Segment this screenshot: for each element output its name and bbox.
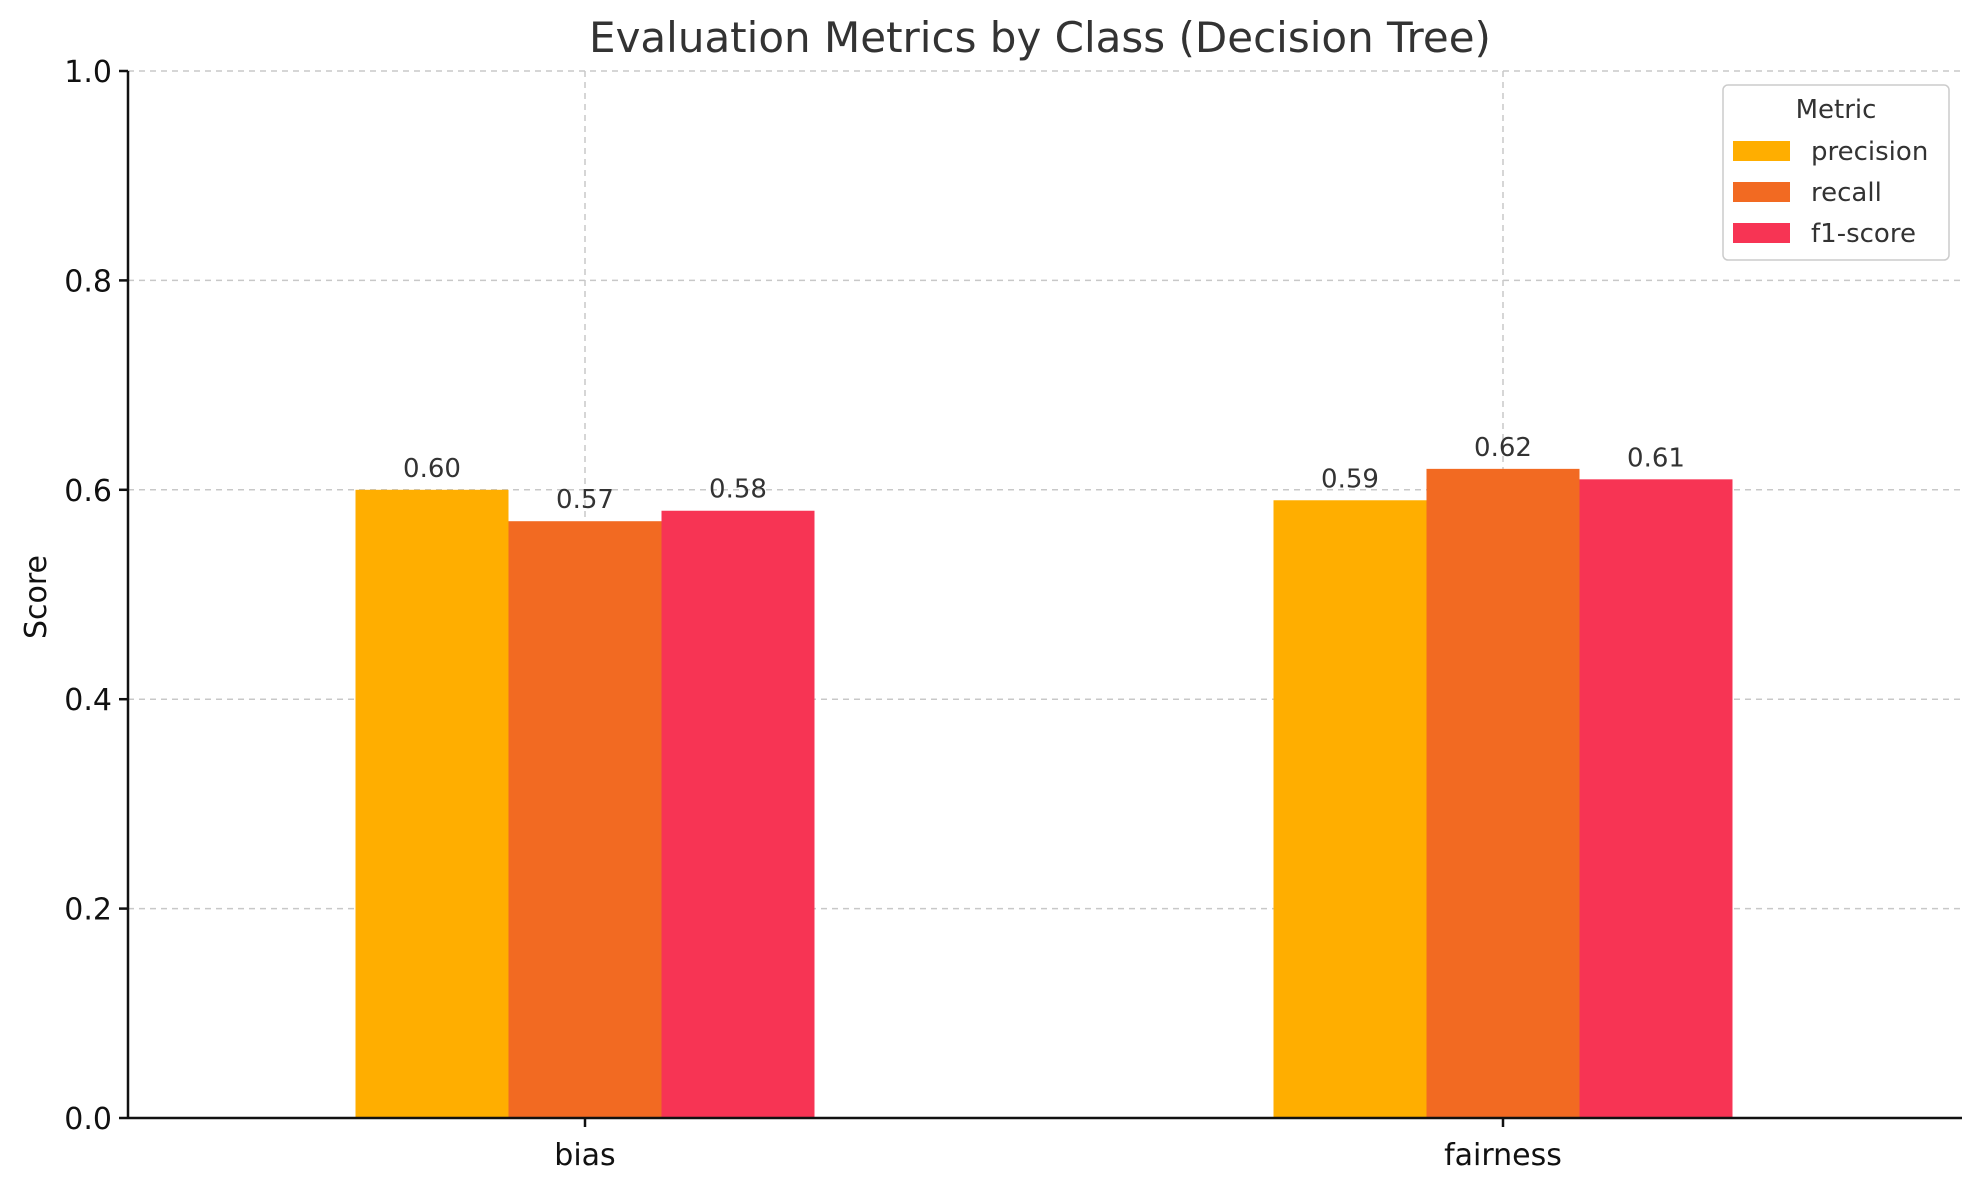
- legend-title: Metric: [1796, 95, 1877, 125]
- data-label-bias-precision: 0.60: [403, 454, 461, 484]
- y-axis-label: Score: [19, 555, 54, 639]
- bar-bias-recall: [508, 521, 662, 1118]
- legend-label-f1-score: f1-score: [1811, 219, 1916, 249]
- legend-box: [1722, 84, 1950, 261]
- bar-fairness-recall: [1426, 468, 1580, 1118]
- data-label-fairness-f1-score: 0.61: [1627, 443, 1685, 473]
- y-tick-label: 0.8: [64, 264, 112, 299]
- legend-label-recall: recall: [1811, 178, 1882, 208]
- y-tick-label: 0.2: [64, 893, 112, 928]
- axes: [119, 69, 1962, 1127]
- data-label-bias-recall: 0.57: [556, 485, 614, 515]
- legend-swatch-recall: [1733, 182, 1790, 202]
- data-label-fairness-precision: 0.59: [1321, 464, 1379, 494]
- data-label-fairness-recall: 0.62: [1474, 433, 1532, 463]
- bar-bias-precision: [355, 489, 509, 1118]
- y-tick-label: 0.6: [64, 474, 112, 509]
- y-tick-label: 0.0: [64, 1102, 112, 1137]
- bars: [355, 468, 1733, 1119]
- legend-label-precision: precision: [1811, 137, 1928, 167]
- data-labels: 0.60 0.57 0.58 0.59 0.62 0.61: [403, 433, 1685, 515]
- y-tick-label: 0.4: [64, 683, 112, 718]
- data-label-bias-f1-score: 0.58: [709, 475, 767, 505]
- tick-labels: 0.0 0.2 0.4 0.6 0.8 1.0 bias fairness: [64, 55, 1562, 1173]
- bar-bias-f1-score: [661, 510, 815, 1118]
- x-tick-label-fairness: fairness: [1444, 1138, 1562, 1173]
- legend-swatch-f1-score: [1733, 223, 1790, 243]
- chart-title: Evaluation Metrics by Class (Decision Tr…: [589, 13, 1491, 62]
- bar-fairness-f1-score: [1579, 479, 1733, 1119]
- y-tick-label: 1.0: [64, 55, 112, 90]
- x-tick-label-bias: bias: [554, 1138, 615, 1173]
- legend-swatch-precision: [1733, 141, 1790, 161]
- legend: Metric precision recall f1-score: [1722, 84, 1950, 261]
- bar-fairness-precision: [1273, 500, 1427, 1118]
